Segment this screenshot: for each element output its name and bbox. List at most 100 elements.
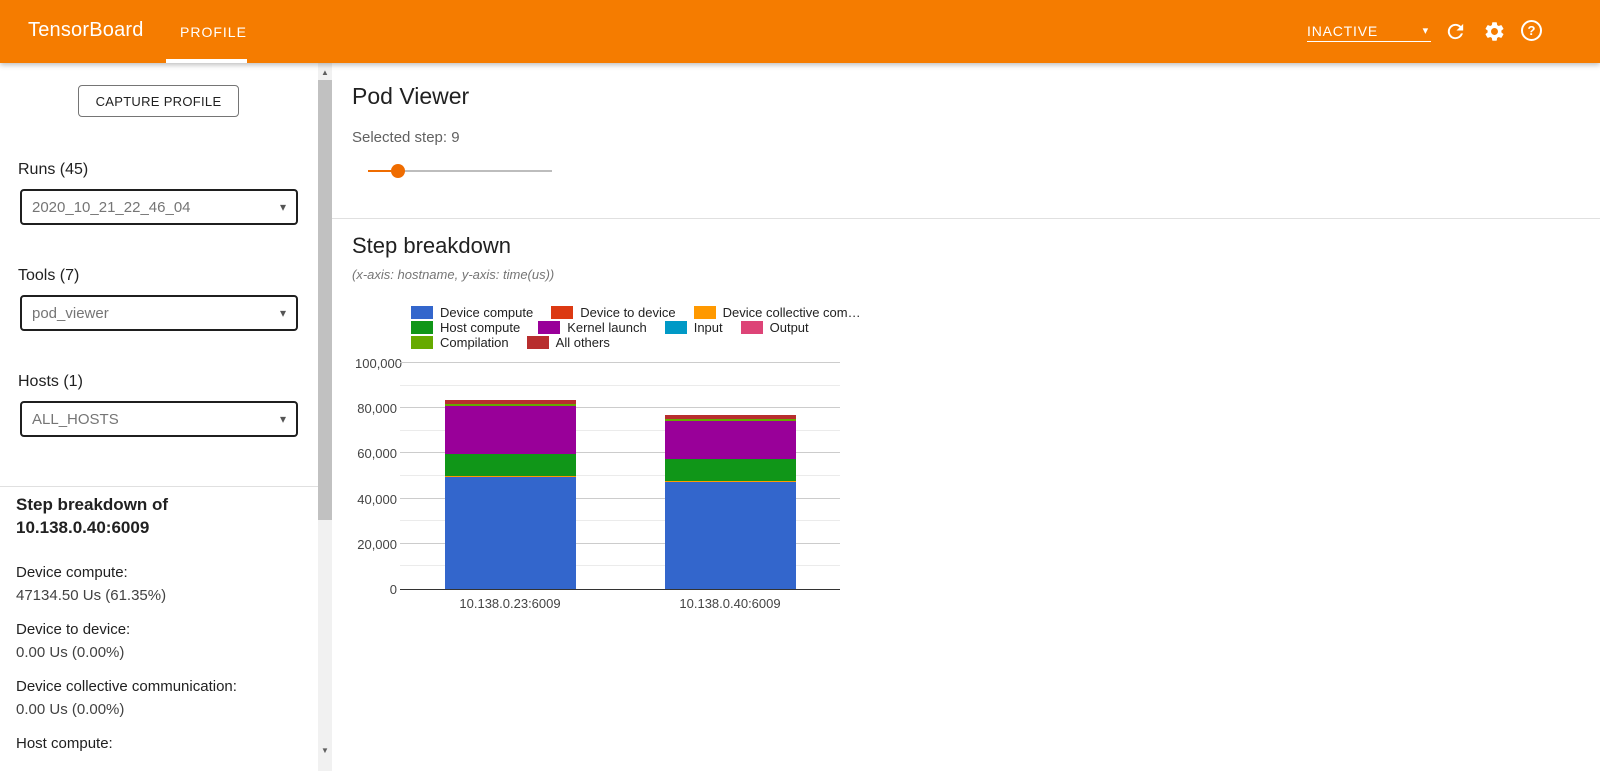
legend-swatch [551,306,574,319]
y-tick-label: 100,000 [355,356,402,371]
y-axis-labels: 0 20,000 40,000 60,000 80,000 100,000 [355,356,402,597]
sidebar: CAPTURE PROFILE Runs (45) 2020_10_21_22_… [0,63,318,771]
hosts-select[interactable]: ALL_HOSTS ▾ [20,401,298,437]
main-content: Pod Viewer Selected step: 9 Step breakdo… [332,63,1600,771]
legend-swatch [693,306,716,319]
app-title: TensorBoard [28,19,144,41]
gridline [400,429,840,431]
scrollbar-thumb[interactable] [318,80,332,520]
bar-segment [444,477,576,589]
status-dropdown-value: INACTIVE [1307,22,1378,39]
sidebar-divider [0,486,318,487]
step-slider[interactable] [368,163,552,179]
section-title: Step breakdown [352,233,511,258]
gridline [400,384,840,386]
tab-active-underline [166,59,247,63]
help-button[interactable]: ? [1521,20,1544,43]
slider-thumb[interactable] [391,164,405,178]
y-tick-label: 80,000 [357,401,397,417]
page-title: Pod Viewer [352,83,470,109]
gridline [400,362,840,363]
y-tick-label: 40,000 [357,491,397,507]
chart-bar [664,415,796,589]
hosts-label: Hosts (1) [18,373,83,390]
legend-label: Kernel launch [567,320,647,335]
section-divider [332,218,1600,219]
x-tick-label: 10.138.0.23:6009 [459,596,561,611]
y-tick-label: 60,000 [357,446,397,462]
stat-host-compute: Host compute: [16,735,113,752]
bar-segment [444,399,576,404]
step-breakdown-details: Step breakdown of 10.138.0.40:6009 Devic… [16,493,302,766]
chevron-down-icon: ▾ [279,200,286,214]
legend-swatch [664,321,687,334]
gridline [400,565,840,567]
bar-segment [664,482,796,589]
tab-profile[interactable]: PROFILE [180,24,247,40]
bar-segment [664,421,796,459]
capture-profile-button[interactable]: CAPTURE PROFILE [78,85,239,117]
bar-segment [444,403,576,406]
legend-item: Host compute [411,320,520,335]
bar-segment [664,415,796,420]
runs-select-value: 2020_10_21_22_46_04 [32,198,191,216]
runs-select[interactable]: 2020_10_21_22_46_04 ▾ [20,189,298,225]
chevron-down-icon: ▾ [1422,25,1429,37]
legend-item: Device to device [551,305,676,320]
legend-item: Output [740,320,809,335]
y-tick-label: 20,000 [357,536,397,552]
slider-track[interactable] [368,170,552,172]
legend-label: Device to device [580,305,676,320]
gridline [400,452,840,454]
legend-swatch [411,321,433,334]
legend-item: Input [664,320,723,335]
legend-label: Host compute [440,320,521,335]
gridline [400,407,840,409]
chart-plot-row: 0 20,000 40,000 60,000 80,000 100,000 [355,356,840,597]
selected-step-label: Selected step: 9 [352,129,460,146]
stat-device-compute: Device compute: 47134.50 Us (61.35%) [16,564,167,604]
legend-label: Device collective com… [722,305,861,320]
x-axis-labels: 10.138.0.23:6009 10.138.0.40:6009 [400,596,840,611]
step-breakdown-chart: Device compute Device to device Device col… [355,303,875,683]
legend-item: All others [526,335,610,350]
refresh-button[interactable] [1444,20,1467,43]
tools-select[interactable]: pod_viewer ▾ [20,295,298,331]
legend-swatch [411,336,433,349]
legend-item: Kernel launch [538,320,647,335]
bar-segment [444,453,576,477]
details-title: Step breakdown of 10.138.0.40:6009 [16,495,169,537]
gridline [400,520,840,522]
legend-item: Device compute [411,305,533,320]
settings-button[interactable] [1483,20,1506,43]
legend-label: All others [555,335,610,350]
gear-icon [1483,20,1506,43]
gridline [400,475,840,476]
scrollbar-down-arrow-icon[interactable]: ▼ [321,745,329,755]
status-dropdown[interactable]: INACTIVE ▾ [1307,20,1431,42]
legend-swatch [538,321,561,334]
runs-label: Runs (45) [18,161,89,178]
chart-bar [444,399,576,589]
tools-label: Tools (7) [18,267,80,284]
scrollbar-up-arrow-icon[interactable]: ▲ [321,67,329,77]
hosts-select-value: ALL_HOSTS [32,410,119,428]
legend-label: Output [769,320,809,335]
bar-segment [664,481,796,483]
plot-area [400,362,840,590]
help-icon: ? [1521,20,1542,41]
legend-swatch [740,321,763,334]
gridline [400,542,840,544]
legend-label: Device compute [440,305,534,320]
bar-segment [664,419,796,422]
legend-label: Compilation [440,335,509,350]
x-tick-label: 10.138.0.40:6009 [679,596,781,611]
legend-swatch [526,336,549,349]
y-tick-label: 0 [389,582,397,597]
legend-item: Compilation [411,335,509,350]
bar-segment [664,459,796,482]
sidebar-scrollbar[interactable]: ▲ ▼ [318,63,332,771]
refresh-icon [1444,20,1467,43]
chevron-down-icon: ▾ [279,412,286,426]
stat-device-collective: Device collective communication: 0.00 Us… [16,678,237,718]
